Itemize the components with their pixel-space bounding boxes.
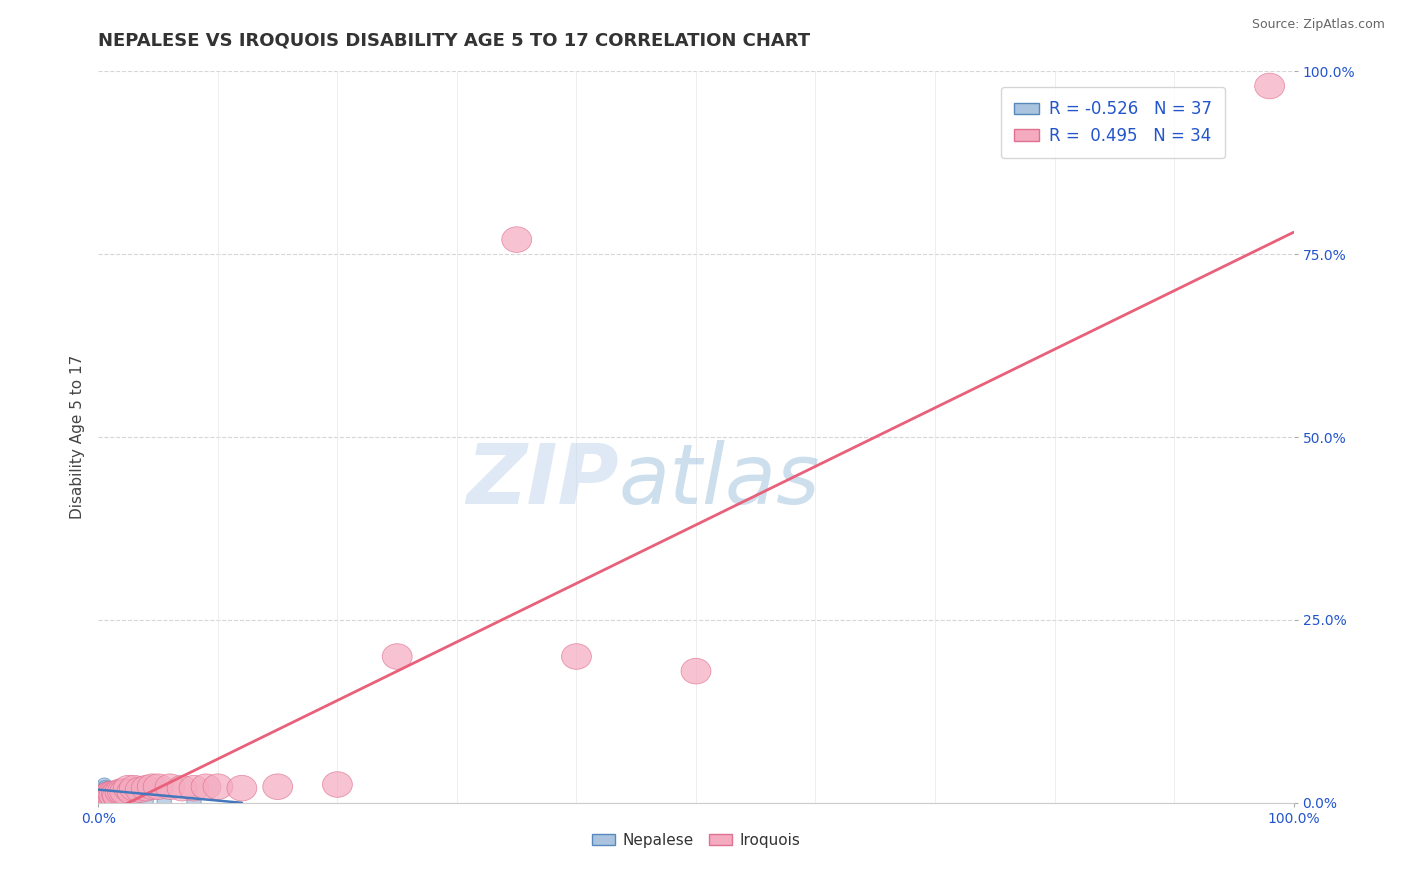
Ellipse shape (101, 781, 115, 795)
Ellipse shape (322, 772, 353, 797)
Ellipse shape (98, 782, 129, 808)
Text: ZIP: ZIP (465, 441, 619, 522)
Ellipse shape (101, 781, 131, 807)
Ellipse shape (110, 779, 139, 805)
Text: Source: ZipAtlas.com: Source: ZipAtlas.com (1251, 18, 1385, 31)
Ellipse shape (108, 790, 122, 804)
Ellipse shape (1254, 73, 1285, 99)
Ellipse shape (94, 782, 124, 808)
Ellipse shape (179, 775, 209, 801)
Ellipse shape (90, 787, 120, 812)
Ellipse shape (110, 791, 124, 805)
Ellipse shape (98, 780, 112, 793)
Ellipse shape (103, 783, 118, 797)
Ellipse shape (93, 782, 122, 808)
Text: atlas: atlas (619, 441, 820, 522)
Ellipse shape (94, 789, 108, 802)
Ellipse shape (191, 774, 221, 799)
Ellipse shape (94, 783, 110, 797)
Text: NEPALESE VS IROQUOIS DISABILITY AGE 5 TO 17 CORRELATION CHART: NEPALESE VS IROQUOIS DISABILITY AGE 5 TO… (98, 31, 810, 49)
Ellipse shape (382, 644, 412, 669)
Ellipse shape (202, 774, 233, 799)
Ellipse shape (105, 779, 135, 805)
Ellipse shape (263, 774, 292, 799)
Ellipse shape (681, 658, 711, 684)
Ellipse shape (561, 644, 592, 669)
Ellipse shape (139, 794, 153, 807)
Ellipse shape (502, 227, 531, 252)
Ellipse shape (143, 774, 173, 799)
Ellipse shape (100, 781, 114, 795)
Ellipse shape (187, 796, 201, 809)
Ellipse shape (107, 790, 121, 804)
Ellipse shape (157, 795, 172, 808)
Ellipse shape (96, 781, 111, 795)
Ellipse shape (103, 788, 117, 801)
Ellipse shape (121, 793, 135, 806)
Ellipse shape (94, 781, 108, 795)
Ellipse shape (226, 775, 257, 801)
Ellipse shape (118, 793, 132, 805)
Ellipse shape (117, 779, 146, 805)
Ellipse shape (98, 785, 112, 798)
Ellipse shape (100, 787, 114, 800)
Ellipse shape (114, 775, 143, 801)
Ellipse shape (94, 790, 110, 804)
Ellipse shape (97, 782, 127, 808)
Ellipse shape (101, 791, 115, 805)
Ellipse shape (98, 790, 112, 804)
Ellipse shape (167, 775, 197, 801)
Ellipse shape (98, 781, 128, 807)
Ellipse shape (96, 789, 111, 802)
Ellipse shape (101, 787, 115, 800)
Ellipse shape (97, 790, 111, 804)
Ellipse shape (105, 789, 120, 802)
Ellipse shape (115, 793, 129, 805)
Ellipse shape (155, 774, 186, 799)
Ellipse shape (112, 792, 127, 805)
Y-axis label: Disability Age 5 to 17: Disability Age 5 to 17 (69, 355, 84, 519)
Ellipse shape (131, 775, 162, 801)
Ellipse shape (96, 781, 125, 807)
Ellipse shape (120, 775, 149, 801)
Ellipse shape (97, 778, 111, 791)
Ellipse shape (125, 777, 155, 803)
Ellipse shape (97, 785, 111, 798)
Ellipse shape (103, 782, 132, 808)
Ellipse shape (138, 774, 167, 799)
Ellipse shape (103, 791, 117, 805)
Ellipse shape (103, 788, 118, 801)
Ellipse shape (111, 791, 125, 805)
Ellipse shape (104, 789, 118, 802)
Legend: Nepalese, Iroquois: Nepalese, Iroquois (586, 827, 806, 854)
Ellipse shape (100, 790, 114, 804)
Ellipse shape (127, 793, 142, 806)
Ellipse shape (91, 782, 122, 808)
Ellipse shape (107, 779, 138, 805)
Ellipse shape (87, 787, 117, 812)
Ellipse shape (103, 792, 118, 805)
